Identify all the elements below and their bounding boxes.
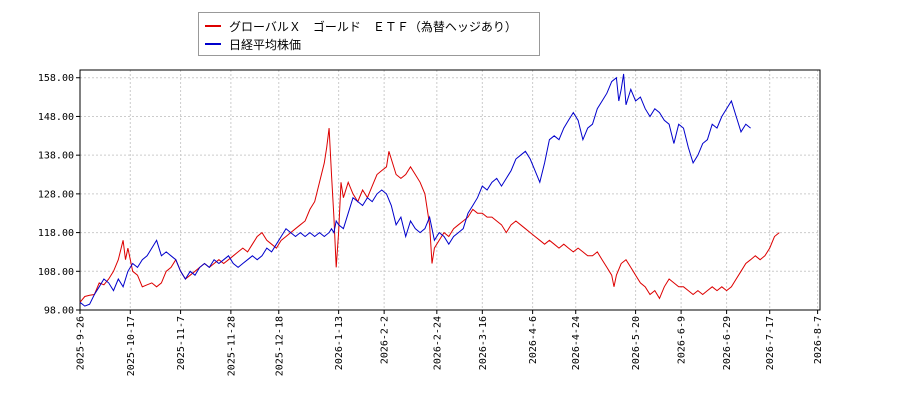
x-tick-labels: 2025-9-26 2025-10-17 2025-11-7 2025-11-28 20… [76,316,825,376]
x-tick-label: 2025-11-28 [226,316,237,376]
x-tick-label: 2025-12-18 [274,316,285,376]
x-tick-label: 2025-10-17 [126,316,137,376]
y-tick-label: 148.00 [38,112,74,123]
x-tick-label: 2026-8-7 [813,316,824,364]
plot-frame [79,69,821,311]
axes [79,69,821,311]
x-tick-label: 2026-1-13 [334,316,345,370]
legend-label-nikkei: 日経平均株価 [229,37,302,52]
x-tick-label: 2026-2-24 [432,316,443,370]
y-tick-label: 118.00 [38,228,74,239]
legend: グローバルＸ ゴールド ＥＴＦ（為替ヘッジあり） 日経平均株価 [198,12,540,56]
legend-swatch-gold [205,25,221,27]
series-line-nikkei [79,73,751,307]
x-tick-label: 2026-4-24 [571,316,582,370]
y-tick-label: 138.00 [38,151,74,162]
x-tick-label: 2026-2-2 [380,316,391,364]
y-tick-label: 108.00 [38,267,74,278]
x-tick-label: 2026-7-17 [765,316,776,370]
y-tick-labels: 98.00 108.00 118.00 128.00 138.00 148.00 158.0… [38,73,74,316]
x-tick-label: 2025-9-26 [76,316,87,370]
y-tick-label: 158.00 [38,73,74,84]
legend-swatch-nikkei [205,43,221,45]
x-tick-label: 2026-3-16 [478,316,489,370]
x-tick-label: 2026-4-6 [528,316,539,364]
legend-label-gold: グローバルＸ ゴールド ＥＴＦ（為替ヘッジあり） [229,19,517,34]
x-tick-label: 2026-6-29 [722,316,733,370]
y-tick-label: 128.00 [38,189,74,200]
series-lines [79,73,780,307]
y-tick-label: 98.00 [44,306,74,317]
legend-item-gold: グローバルＸ ゴールド ＥＴＦ（為替ヘッジあり） [205,17,517,35]
x-tick-label: 2026-6-9 [677,316,688,364]
legend-item-nikkei: 日経平均株価 [205,35,301,53]
x-tick-label: 2025-11-7 [176,316,187,370]
series-line-gold-etf [79,128,780,303]
x-tick-label: 2026-5-20 [631,316,642,370]
